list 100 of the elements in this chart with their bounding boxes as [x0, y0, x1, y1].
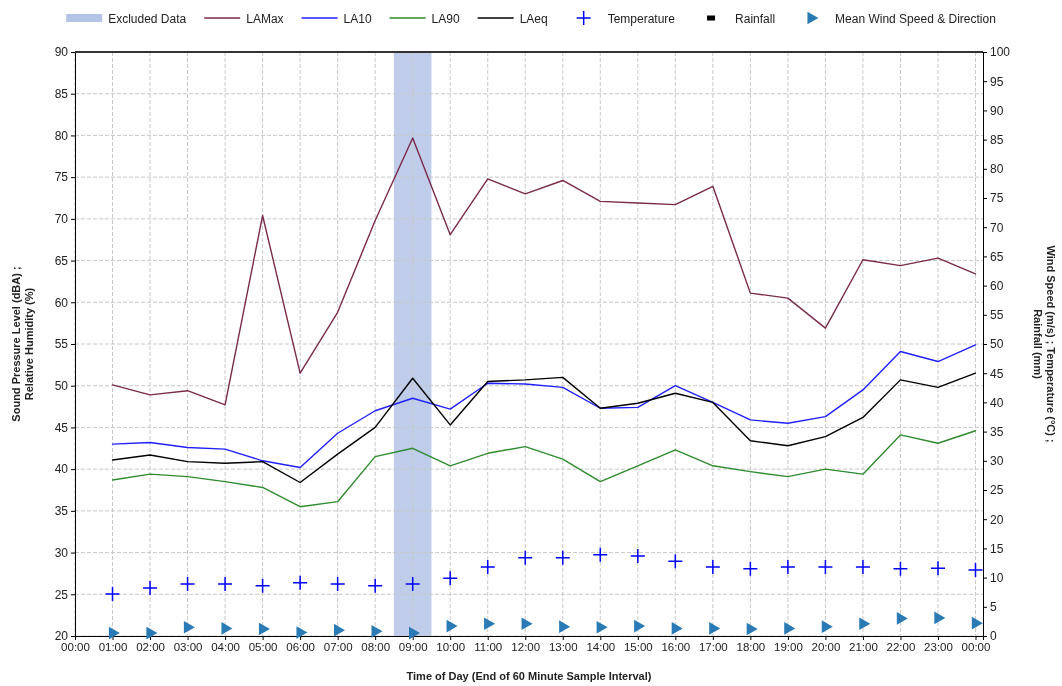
x-tick-label: 13:00: [548, 641, 578, 654]
y2-tick-label: 0: [990, 629, 997, 644]
y2-tick-label: 80: [990, 162, 1004, 177]
y-tick-label: 40: [54, 462, 69, 477]
point: [371, 624, 383, 638]
point: [142, 580, 158, 596]
y-tick-label: 20: [54, 629, 69, 644]
line-series: [111, 372, 977, 484]
x-tick-label: 19:00: [774, 641, 803, 654]
y2-tick-label: 60: [990, 278, 1004, 293]
x-tick-label: 15:00: [623, 641, 653, 654]
point: [896, 612, 908, 625]
x-tick-label: 20:00: [811, 641, 841, 654]
point: [104, 586, 121, 602]
point: [521, 617, 533, 631]
y2-tick-label: 25: [990, 483, 1004, 498]
point: [630, 548, 646, 564]
y2-tick-label: 45: [990, 366, 1004, 381]
x-axis-title: Time of Day (End of 60 Minute Sample Interval): [406, 670, 652, 682]
point: [705, 559, 721, 575]
point: [634, 619, 646, 633]
point: [667, 553, 684, 569]
point: [821, 620, 833, 634]
point: [971, 616, 983, 630]
x-tick-label: 05:00: [248, 641, 278, 654]
point: [780, 559, 796, 575]
y-tick-label: 80: [54, 128, 69, 143]
x-tick-label: 17:00: [698, 641, 728, 654]
point: [859, 617, 871, 631]
x-tick-label: 10:00: [436, 641, 466, 654]
x-tick-label: 08:00: [361, 641, 391, 654]
point: [559, 620, 571, 634]
point: [967, 562, 984, 578]
point: [329, 576, 346, 592]
y2-tick-label: 20: [990, 512, 1004, 527]
y2-tick-label: 65: [990, 249, 1004, 264]
y-tick-label: 85: [54, 87, 69, 102]
x-tick-label: 07:00: [323, 641, 353, 654]
x-tick-label: 00:00: [961, 641, 991, 654]
point: [183, 620, 195, 634]
point: [817, 559, 834, 575]
legend-label: LAeq: [519, 11, 548, 26]
point: [333, 623, 345, 637]
x-tick-label: 14:00: [586, 641, 616, 654]
x-tick-label: 16:00: [661, 641, 691, 654]
x-tick-label: 03:00: [173, 641, 203, 654]
legend-label: LAMax: [246, 11, 284, 26]
point: [367, 578, 383, 594]
point: [409, 626, 421, 640]
y2-tick-label: 40: [990, 395, 1004, 410]
legend-label: Rainfall: [735, 11, 776, 26]
x-tick-label: 12:00: [511, 641, 541, 654]
legend-label: Mean Wind Speed & Direction: [835, 11, 996, 26]
point: [671, 622, 683, 635]
legend-label: Excluded Data: [108, 11, 187, 26]
point: [709, 622, 721, 635]
point: [108, 626, 120, 640]
point: [746, 622, 758, 636]
point: [404, 576, 421, 592]
point: [930, 560, 946, 577]
y-tick-label: 30: [54, 545, 69, 560]
y2-tick-label: 10: [990, 570, 1004, 585]
x-tick-label: 11:00: [474, 641, 503, 654]
y2-axis-title: Wind Speed (m/s) ; Temperature (°C) ; Rainfall (mm): [1031, 245, 1057, 443]
y-tick-label: 50: [54, 379, 69, 394]
y2-tick-label: 95: [990, 74, 1004, 89]
point: [296, 626, 308, 639]
legend-label: LA90: [431, 11, 460, 26]
y-tick-label: 90: [54, 45, 69, 60]
point: [217, 576, 233, 592]
point: [742, 561, 759, 577]
x-tick-label: 18:00: [736, 641, 766, 654]
line-series: [111, 137, 977, 406]
point: [784, 622, 796, 635]
y2-tick-label: 5: [990, 600, 997, 615]
point: [555, 549, 571, 566]
y2-tick-label: 85: [990, 132, 1004, 147]
point: [292, 575, 308, 591]
point: [596, 620, 608, 634]
x-tick-label: 00:00: [61, 641, 90, 654]
x-tick-label: 01:00: [98, 641, 128, 654]
line-series: [111, 430, 977, 508]
y-axis-title: Sound Pressure Level (dBA) ; Relative Humidity (%): [9, 266, 35, 422]
x-tick-label: 06:00: [286, 641, 316, 654]
point: [179, 576, 196, 592]
legend-label: Temperature: [607, 11, 676, 26]
y-tick-label: 35: [54, 504, 69, 519]
y-tick-label: 75: [54, 170, 69, 185]
point: [254, 578, 271, 594]
point: [592, 547, 609, 563]
x-tick-label: 09:00: [398, 641, 428, 654]
x-tick-label: 23:00: [924, 641, 953, 654]
line-series: [111, 344, 977, 469]
x-tick-label: 22:00: [886, 641, 916, 654]
y-tick-label: 65: [54, 253, 69, 268]
y-tick-label: 25: [54, 587, 69, 602]
y2-tick-label: 15: [990, 541, 1004, 556]
y2-tick-label: 70: [990, 220, 1004, 235]
point: [221, 622, 233, 635]
legend-label: LA10: [343, 11, 372, 26]
